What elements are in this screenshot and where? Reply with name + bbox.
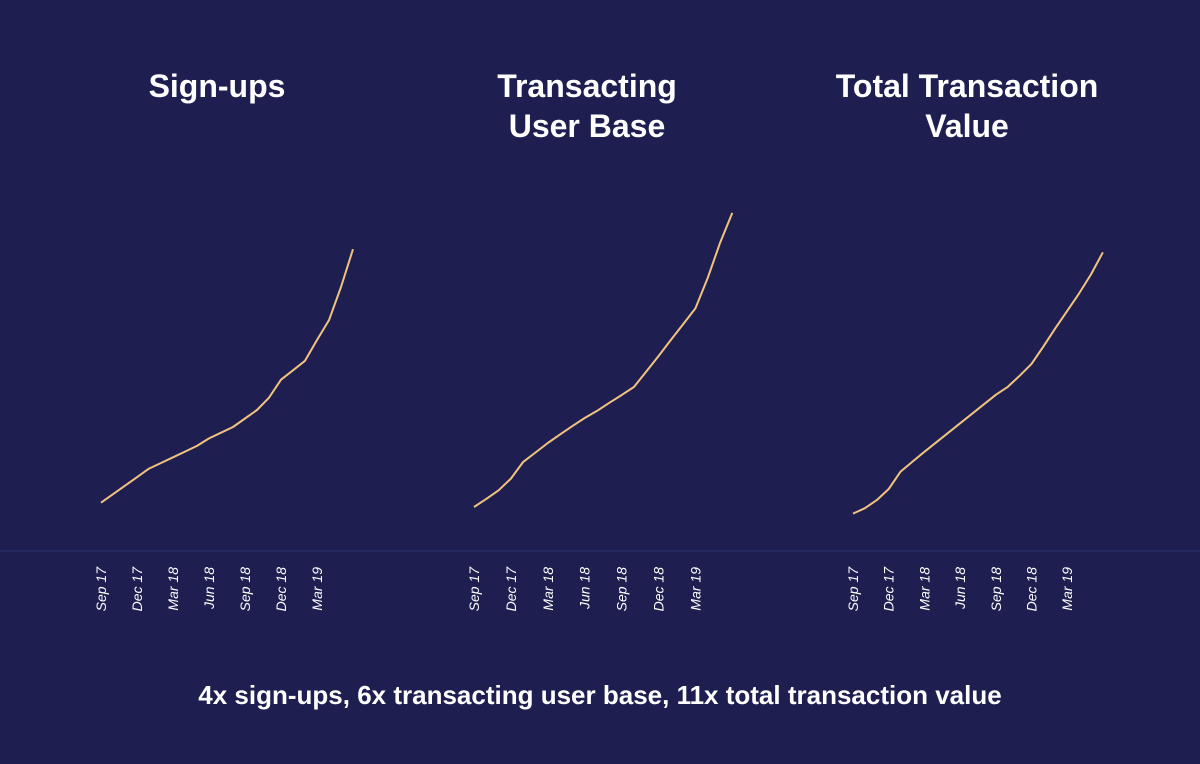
- x-tick-label: Sep 17: [466, 566, 482, 612]
- x-tick-label: Mar 18: [540, 567, 556, 611]
- x-tick-label: Dec 18: [651, 567, 667, 612]
- x-tick-label: Sep 18: [237, 567, 253, 612]
- x-tick-label: Dec 17: [129, 566, 145, 612]
- x-tick-label: Mar 19: [309, 567, 325, 611]
- chart-1: Sep 17 Dec 17 Mar 18 Jun 18 Sep 18 Dec 18 Mar …: [466, 212, 734, 612]
- x-tick-label: Mar 19: [1059, 567, 1075, 611]
- x-tick-label: Mar 18: [916, 567, 932, 611]
- x-tick-label: Mar 18: [165, 567, 181, 611]
- x-tick-label: Jun 18: [952, 567, 968, 610]
- x-tick-label: Dec 18: [273, 567, 289, 612]
- x-tick-label: Jun 18: [577, 567, 593, 610]
- x-tick-label: Sep 17: [93, 566, 109, 612]
- summary-caption: 4x sign-ups, 6x transacting user base, 1…: [198, 680, 1002, 710]
- series-line: [852, 251, 1104, 515]
- x-tick-label: Sep 17: [845, 566, 861, 612]
- x-tick-label: Dec 17: [881, 566, 897, 612]
- chart-2: Sep 17 Dec 17 Mar 18 Jun 18 Sep 18 Dec 18 Mar …: [845, 251, 1104, 612]
- x-tick-label: Dec 17: [503, 566, 519, 612]
- x-tick-label: Jun 18: [201, 567, 217, 610]
- x-tick-label: Sep 18: [988, 567, 1004, 612]
- series-line: [473, 212, 734, 508]
- x-tick-label: Sep 18: [614, 567, 630, 612]
- x-tick-label: Dec 18: [1024, 567, 1040, 612]
- chart-title-total-transaction-value: Total Transaction Value: [835, 68, 1099, 144]
- chart-0: Sep 17 Dec 17 Mar 18 Jun 18 Sep 18 Dec 18 Mar …: [93, 248, 354, 612]
- x-tick-label: Mar 19: [687, 567, 703, 611]
- chart-title-transacting-user-base: Transacting User Base: [497, 68, 677, 144]
- chart-title-sign-ups: Sign-ups: [148, 68, 286, 104]
- series-line: [100, 248, 354, 504]
